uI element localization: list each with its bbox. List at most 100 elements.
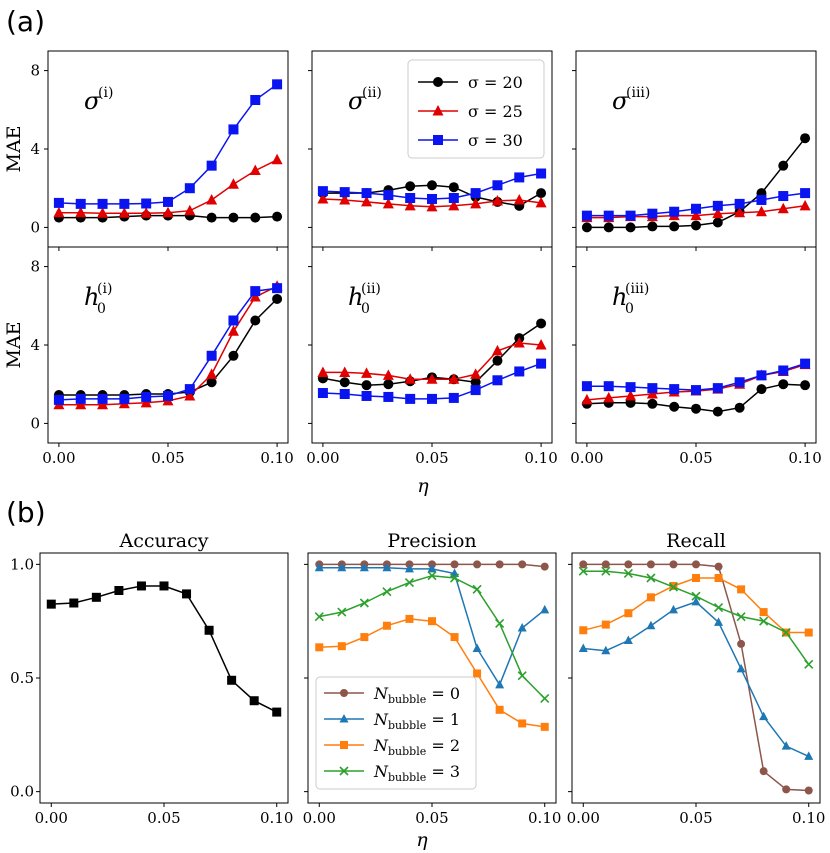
- series-nbubble-3: [314, 571, 550, 704]
- legend-marker: [433, 77, 443, 87]
- data-point: [250, 315, 261, 326]
- data-point: [427, 180, 437, 191]
- data-point: [712, 406, 723, 417]
- data-point: [361, 367, 373, 378]
- data-point: [495, 618, 505, 629]
- data-point: [339, 366, 351, 377]
- subplot-label-subscript: 0: [97, 301, 106, 317]
- data-point: [206, 160, 217, 171]
- series-sigma-30: [581, 188, 811, 221]
- data-point: [781, 741, 791, 750]
- y-tick-label: 0: [30, 414, 40, 432]
- data-point: [404, 373, 416, 384]
- data-point: [426, 373, 438, 384]
- data-point: [536, 318, 547, 329]
- data-point: [736, 612, 746, 622]
- data-point: [249, 696, 259, 706]
- data-point: [317, 192, 329, 204]
- data-point: [804, 628, 813, 637]
- data-point: [470, 197, 482, 209]
- data-point: [601, 560, 610, 569]
- data-point: [206, 377, 217, 388]
- data-point: [777, 202, 789, 214]
- data-point: [184, 384, 195, 395]
- data-point: [734, 377, 745, 388]
- panel-b-legend: Nbubble = 0 Nbubble = 1 Nbubble = 2 Nbubble…: [315, 676, 477, 790]
- legend-box: [315, 676, 477, 790]
- series-sigma-25: [53, 280, 283, 410]
- data-point: [646, 388, 658, 399]
- panel-b-label: (b): [6, 496, 46, 529]
- x-tick-label: 0.10: [260, 449, 293, 467]
- data-point: [759, 767, 768, 776]
- series-sigma-30: [581, 358, 811, 396]
- data-point: [97, 398, 109, 410]
- subplot-label-subscript: 0: [625, 301, 634, 317]
- data-point: [75, 393, 86, 404]
- data-point: [470, 385, 481, 396]
- data-point: [518, 560, 527, 569]
- legend-entry: Nbubble = 0: [373, 684, 460, 706]
- y-tick-label: 0.5: [10, 669, 34, 687]
- data-point: [759, 616, 769, 626]
- panel-b-subplot-accuracy: Accuracy 0.0 0.5 1.0 0.00 0.05 0.10: [10, 530, 293, 827]
- data-point: [314, 612, 324, 622]
- data-point: [668, 604, 678, 614]
- data-point: [448, 182, 459, 193]
- data-point: [272, 79, 283, 90]
- data-point: [535, 196, 547, 208]
- data-point: [227, 325, 239, 336]
- data-point: [383, 391, 394, 402]
- data-point: [339, 193, 351, 205]
- data-point: [317, 388, 328, 399]
- panel-b-subplot-precision: Precision 0.00 0.05 0.10: [303, 530, 562, 827]
- data-point: [804, 659, 814, 669]
- data-point: [361, 195, 373, 207]
- data-point: [799, 199, 811, 211]
- data-point: [140, 396, 152, 408]
- legend-entry: σ = 30: [468, 131, 523, 150]
- data-point: [603, 381, 614, 392]
- data-point: [691, 385, 701, 396]
- data-point: [712, 207, 724, 219]
- x-tick-label: 0.05: [151, 449, 184, 467]
- data-point: [361, 390, 372, 401]
- data-point: [734, 402, 745, 413]
- data-point: [737, 585, 746, 594]
- data-point: [140, 207, 152, 218]
- legend-marker: [339, 714, 349, 723]
- subplot-label-subscript: 0: [361, 301, 370, 317]
- data-point: [540, 562, 549, 571]
- data-point: [800, 133, 811, 144]
- data-point: [404, 577, 415, 588]
- data-point: [800, 358, 811, 369]
- data-point: [382, 197, 394, 209]
- data-point: [669, 401, 680, 412]
- data-point: [404, 199, 416, 211]
- data-point: [428, 617, 436, 626]
- data-point: [778, 379, 789, 390]
- panel-b-subplot-recall: Recall 0.00 0.05 0.10: [567, 530, 826, 827]
- data-point: [714, 562, 723, 571]
- data-point: [470, 377, 481, 388]
- data-point: [692, 560, 700, 569]
- data-point: [427, 193, 437, 204]
- legend-entry: Nbubble = 3: [373, 762, 460, 784]
- subplot-label-superscript: (i): [98, 85, 113, 101]
- data-point: [272, 293, 283, 304]
- data-point: [339, 389, 350, 399]
- subplot-title: Precision: [387, 530, 476, 552]
- series-line: [583, 570, 810, 665]
- data-point: [184, 204, 196, 216]
- legend-marker: [340, 741, 348, 749]
- data-point: [449, 573, 460, 583]
- data-point: [383, 379, 394, 390]
- data-point: [272, 283, 283, 294]
- data-point: [53, 197, 64, 208]
- series-line: [319, 567, 546, 687]
- data-point: [427, 571, 437, 581]
- data-point: [603, 210, 614, 221]
- data-point: [804, 751, 814, 760]
- x-tick-label: 0.00: [306, 449, 339, 467]
- data-point: [625, 210, 636, 221]
